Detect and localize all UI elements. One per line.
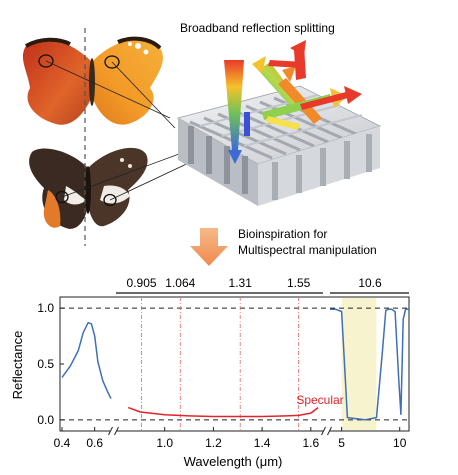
x-tick-label: 5	[338, 436, 345, 450]
marked-wavelength-label: 1.55	[287, 276, 311, 290]
nanostructure-grating	[176, 85, 382, 206]
series-group	[61, 308, 409, 421]
y-tick-label: 1.0	[37, 301, 54, 315]
axis-break-gap	[110, 427, 117, 435]
middle-label-line1: Bioinspiration for	[238, 227, 327, 241]
x-axis-title: Wavelength (μm)	[184, 454, 283, 469]
x-tick-label: 1.4	[254, 436, 271, 450]
marked-wavelength-label: 0.905	[127, 276, 157, 290]
top-label: Broadband reflection splitting	[180, 21, 335, 35]
x-tick-label: 1.0	[156, 436, 173, 450]
y-tick-label: 0.0	[37, 413, 54, 427]
x-tick-label: 1.6	[302, 436, 319, 450]
x-tick-label: 10	[393, 436, 407, 450]
specular-annotation: Specular	[296, 393, 343, 407]
x-tick-label: 0.6	[86, 436, 103, 450]
series-line	[127, 406, 319, 418]
axis-breaks	[108, 426, 332, 436]
marked-wavelength-label: 1.31	[229, 276, 253, 290]
marked-wavelength-label: 10.6	[358, 276, 382, 290]
marked-wavelength-labels: 0.905 1.064 1.31 1.55 10.6	[116, 276, 409, 294]
butterfly-orange-photo	[22, 36, 163, 125]
marked-wavelength-lines	[141, 297, 300, 431]
middle-label-line2: Multispectral manipulation	[238, 243, 377, 257]
x-tick-label: 1.2	[205, 436, 222, 450]
axis-break-mark	[321, 426, 326, 436]
axis-ticks	[60, 307, 401, 431]
zoom-lines	[45, 60, 196, 201]
y-axis-title: Reflectance	[10, 331, 25, 400]
reflectance-chart: 0.0 0.5 1.0 0.4 0.6 1.0 1.2 1.4 1.6 5 10 0.905 1.06…	[10, 276, 410, 469]
axis-break-mark	[327, 426, 332, 436]
axis-break-mark	[108, 426, 113, 436]
butterfly-brown-photo	[29, 147, 148, 229]
axis-break-gap	[323, 427, 330, 435]
down-arrow	[190, 228, 228, 266]
marked-wavelength-label: 1.064	[165, 276, 195, 290]
series-line	[61, 321, 112, 399]
reflection-arrows	[224, 40, 362, 164]
tick-labels: 0.0 0.5 1.0 0.4 0.6 1.0 1.2 1.4 1.6 5 10	[37, 301, 406, 450]
x-tick-label: 0.4	[54, 436, 71, 450]
series-line	[330, 308, 409, 421]
axis-break-mark	[114, 426, 119, 436]
y-tick-label: 0.5	[37, 357, 54, 371]
y-reference-lines	[60, 307, 409, 421]
